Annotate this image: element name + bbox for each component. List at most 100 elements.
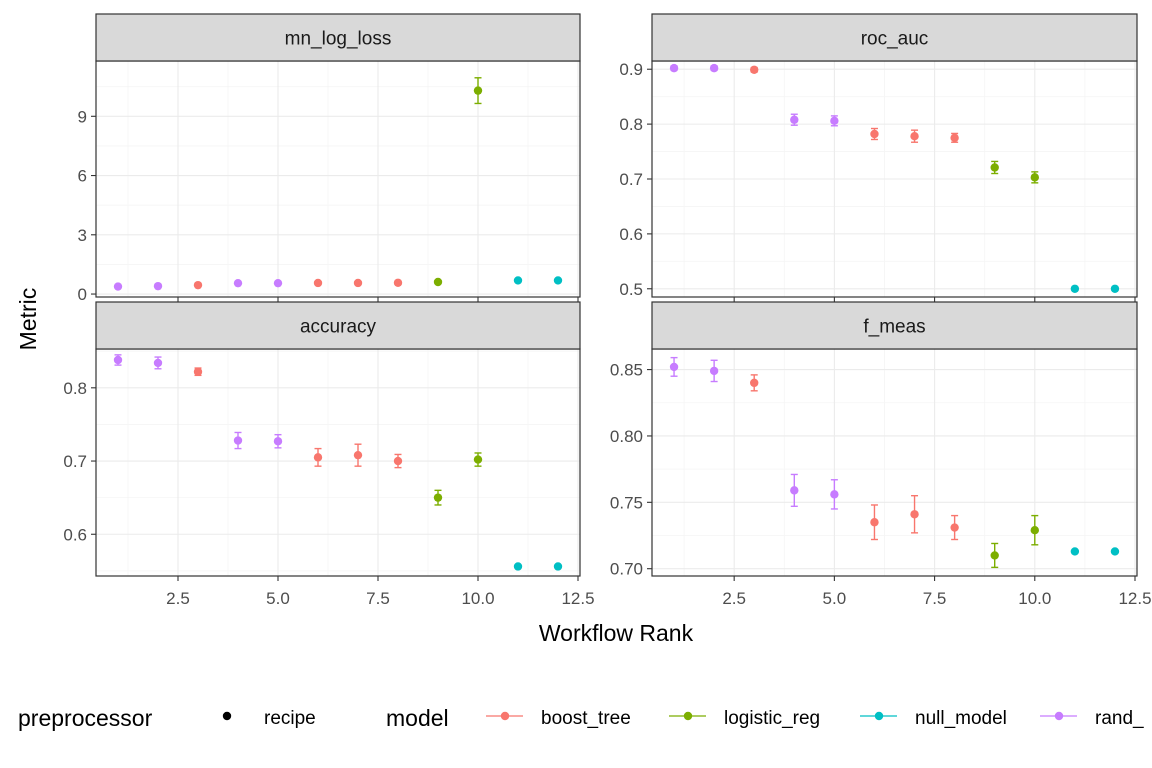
data-point-boost-tree	[870, 518, 879, 527]
panel-f-meas: f_meas 0.70 0.75 0.80 0.85 2.5 5.0 7.5 10.0 12.5	[610, 301, 1152, 608]
data-point-logistic-reg	[473, 86, 483, 95]
data-point-rand-forest	[153, 358, 163, 368]
x-tick-label: 12.5	[561, 589, 594, 608]
panel-mn-log-loss: mn_log_loss 0 3 6 9	[78, 13, 581, 304]
data-point-null-model	[513, 562, 523, 571]
y-tick-label: 0.5	[619, 280, 643, 299]
data-point-boost-tree	[313, 453, 323, 462]
data-point-logistic-reg	[1030, 173, 1039, 182]
y-tick-label: 0.9	[619, 60, 643, 79]
strip-background	[95, 301, 581, 350]
strip-label: accuracy	[300, 317, 377, 338]
data-point-boost-tree	[750, 378, 759, 388]
x-tick-label: 7.5	[366, 589, 390, 608]
data-point-rand-forest	[709, 63, 719, 73]
data-point-boost-tree	[353, 450, 363, 460]
panel-background	[652, 349, 1137, 576]
data-point-rand-forest	[830, 490, 839, 499]
data-point-boost-tree	[910, 510, 919, 519]
x-tick-label: 2.5	[722, 589, 746, 608]
legend-rand-forest-key	[1040, 711, 1077, 721]
x-tick-label: 7.5	[923, 589, 947, 608]
panel-background	[96, 349, 580, 576]
y-tick-label: 0.75	[610, 493, 643, 512]
legend-null-model-key	[860, 711, 897, 721]
data-point-logistic-reg	[990, 551, 999, 560]
strip-label: mn_log_loss	[285, 29, 392, 50]
data-point-rand-forest	[273, 278, 283, 288]
data-point-logistic-reg	[990, 163, 999, 172]
data-point-rand-forest	[273, 437, 283, 446]
data-point-null-model	[553, 276, 563, 285]
strip-label: roc_auc	[861, 29, 929, 50]
x-axis-title: Workflow Rank	[539, 620, 694, 646]
legend-logistic-reg-label: logistic_reg	[724, 708, 820, 729]
data-point-boost-tree	[393, 456, 403, 466]
data-point-boost-tree	[750, 65, 759, 74]
x-tick-label: 10.0	[1018, 589, 1051, 608]
panel-roc-auc: roc_auc 0.5 0.6 0.7 0.8 0.9	[619, 13, 1138, 302]
y-tick-label: 0.7	[619, 170, 643, 189]
x-tick-label: 12.5	[1118, 589, 1151, 608]
data-point-rand-forest	[790, 486, 799, 495]
data-point-rand-forest	[153, 281, 163, 291]
data-point-logistic-reg	[1030, 526, 1039, 535]
y-tick-label: 0.8	[63, 379, 87, 398]
data-point-boost-tree	[950, 133, 959, 143]
y-tick-label: 6	[78, 167, 87, 186]
legend-rand-forest-label: rand_	[1095, 708, 1144, 729]
data-point-null-model	[553, 562, 563, 571]
y-tick-label: 0.80	[610, 427, 643, 446]
y-tick-label: 0.70	[610, 560, 643, 579]
legend: preprocessor recipe model boost_tree log…	[18, 705, 1144, 731]
data-point-boost-tree	[353, 278, 363, 288]
data-point-logistic-reg	[433, 493, 443, 502]
x-tick-label: 2.5	[166, 589, 190, 608]
data-point-boost-tree	[193, 367, 203, 376]
data-point-rand-forest	[233, 278, 243, 288]
data-point-rand-forest	[669, 63, 679, 73]
data-point-rand-forest	[669, 362, 679, 372]
data-point-rand-forest	[709, 366, 719, 376]
y-tick-label: 0.6	[63, 525, 87, 544]
legend-boost-tree-key	[486, 711, 523, 721]
data-point-null-model	[1110, 284, 1120, 293]
y-tick-label: 3	[78, 226, 87, 245]
legend-model-title: model	[386, 705, 449, 731]
x-tick-label: 10.0	[461, 589, 494, 608]
data-point-null-model	[513, 276, 523, 285]
legend-null-model-label: null_model	[915, 708, 1007, 729]
y-tick-label: 0.7	[63, 452, 87, 471]
data-point-rand-forest	[113, 282, 123, 291]
legend-boost-tree-label: boost_tree	[541, 708, 631, 729]
legend-logistic-reg-key	[669, 711, 706, 721]
data-point-null-model	[1070, 284, 1080, 293]
y-tick-label: 0	[78, 285, 87, 304]
x-tick-label: 5.0	[823, 589, 847, 608]
y-tick-label: 9	[78, 107, 87, 126]
data-point-null-model	[1110, 547, 1120, 556]
y-axis-title: Metric	[15, 288, 41, 351]
y-tick-label: 0.6	[619, 225, 643, 244]
data-point-rand-forest	[790, 115, 799, 124]
data-point-logistic-reg	[473, 455, 483, 464]
data-point-boost-tree	[393, 278, 403, 287]
panel-background	[96, 61, 580, 297]
data-point-rand-forest	[233, 436, 243, 445]
legend-recipe-label: recipe	[264, 708, 316, 729]
data-point-boost-tree	[910, 131, 919, 141]
data-point-boost-tree	[950, 523, 959, 532]
panel-accuracy: accuracy 0.6 0.7 0.8 2.5 5.0 7.5 10.0 12.5	[63, 301, 595, 608]
y-tick-label: 0.8	[619, 115, 643, 134]
strip-label: f_meas	[863, 317, 925, 338]
legend-recipe-key	[222, 711, 232, 721]
strip-background	[95, 13, 581, 62]
data-point-rand-forest	[113, 355, 123, 365]
data-point-logistic-reg	[433, 277, 443, 287]
facet-panels: mn_log_loss 0 3 6 9 roc_auc 0.5 0.6 0.7 0.8 0.9 acc…	[63, 13, 1152, 608]
data-point-rand-forest	[830, 116, 839, 126]
data-point-boost-tree	[313, 278, 323, 288]
data-point-boost-tree	[193, 280, 203, 290]
data-point-boost-tree	[870, 129, 879, 139]
